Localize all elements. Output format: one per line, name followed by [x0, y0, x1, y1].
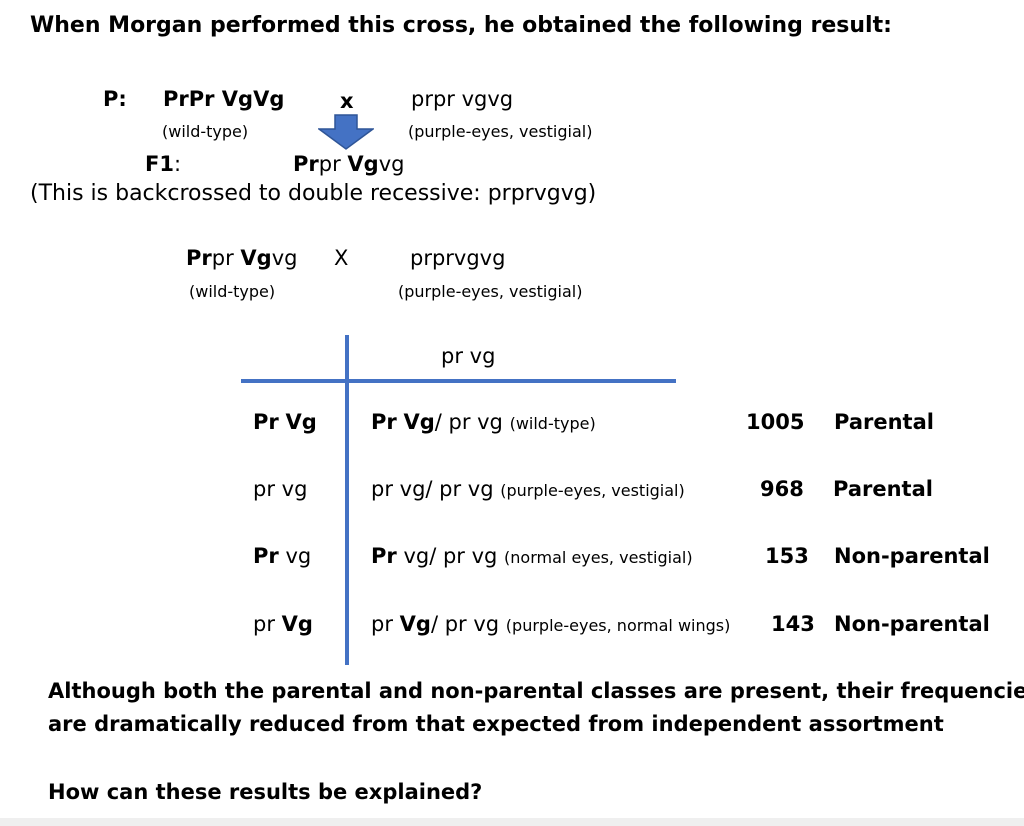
row-gamete: Pr vg	[253, 546, 311, 567]
offspring-phenotype: (normal eyes, vestigial)	[504, 548, 693, 567]
gamete-allele-pr: Pr	[253, 410, 279, 434]
offspring-rest: / pr vg	[425, 477, 494, 501]
class-type: Parental	[833, 477, 933, 501]
class-type: Parental	[834, 410, 934, 434]
row-gamete: Pr Vg	[253, 412, 317, 433]
page-heading: When Morgan performed this cross, he obt…	[30, 13, 892, 38]
offspring-genotype: pr vg/ pr vg (purple-eyes, vestigial)	[371, 479, 685, 500]
f1-label-text: F1	[145, 152, 174, 176]
gamete-allele-pr: Pr	[253, 544, 279, 568]
f1-pr-recessive: pr	[318, 152, 348, 176]
offspring-phenotype: (purple-eyes, vestigial)	[500, 481, 685, 500]
gamete-allele-vg: vg	[285, 544, 312, 568]
offspring-count: 143	[771, 612, 815, 636]
parent1-phenotype: (wild-type)	[162, 122, 249, 141]
offspring-genotype: Pr Vg/ pr vg (wild-type)	[371, 412, 596, 433]
cross-symbol: x	[340, 89, 354, 113]
offspring-rest: / pr vg	[430, 612, 500, 636]
offspring-allele-pr: Pr	[371, 410, 397, 434]
offspring-count: 1005	[746, 410, 805, 434]
tc-pr-recessive: pr	[211, 246, 241, 270]
class-type: Non-parental	[834, 612, 990, 636]
offspring-rest: / pr vg	[434, 410, 503, 434]
f1-label: F1:	[145, 154, 181, 175]
testcross-parent1-phenotype: (wild-type)	[189, 282, 276, 301]
f1-genotype: Prpr Vgvg	[293, 154, 404, 175]
testcross-parent2-phenotype: (purple-eyes, vestigial)	[398, 282, 583, 301]
row-gamete: pr vg	[253, 479, 307, 500]
gamete-allele-vg: vg	[281, 477, 308, 501]
parent2-phenotype: (purple-eyes, vestigial)	[408, 122, 593, 141]
offspring-allele-vg: Vg	[403, 410, 435, 434]
testcross-symbol: X	[334, 246, 349, 270]
question: How can these results be explained?	[48, 780, 483, 804]
parent1-genotype: PrPr VgVg	[163, 87, 285, 111]
f1-colon: :	[173, 152, 182, 176]
testcross-parent2-genotype: prprvgvg	[410, 246, 506, 270]
offspring-phenotype: (wild-type)	[509, 414, 596, 433]
f1-vg-recessive: vg	[378, 152, 405, 176]
gamete-allele-vg: Vg	[281, 612, 313, 636]
gamete-allele-pr: pr	[253, 477, 275, 501]
testcross-parent1-genotype: Prpr Vgvg	[186, 248, 297, 269]
offspring-genotype: Pr vg/ pr vg (normal eyes, vestigial)	[371, 546, 693, 567]
offspring-genotype: pr Vg/ pr vg (purple-eyes, normal wings)	[371, 614, 730, 635]
parent2-genotype: prpr vgvg	[411, 87, 514, 111]
bottom-edge	[0, 818, 1024, 826]
offspring-allele-vg: vg	[403, 544, 430, 568]
offspring-count: 153	[765, 544, 809, 568]
offspring-rest: / pr vg	[429, 544, 498, 568]
f1-vg-dominant: Vg	[347, 152, 379, 176]
offspring-phenotype: (purple-eyes, normal wings)	[505, 616, 731, 635]
f1-pr-dominant: Pr	[293, 152, 319, 176]
tc-vg-dominant: Vg	[240, 246, 272, 270]
offspring-allele-pr: Pr	[371, 544, 397, 568]
punnett-horizontal-line	[241, 379, 676, 383]
offspring-allele-pr: pr	[371, 612, 393, 636]
gamete-allele-pr: pr	[253, 612, 275, 636]
p-label: P:	[103, 87, 127, 111]
class-type: Non-parental	[834, 544, 990, 568]
down-arrow-icon	[318, 114, 374, 150]
tc-vg-recessive: vg	[271, 246, 298, 270]
column-gamete: pr vg	[441, 344, 496, 368]
offspring-count: 968	[760, 477, 804, 501]
conclusion-line-2: are dramatically reduced from that expec…	[48, 712, 944, 736]
backcross-note: (This is backcrossed to double recessive…	[30, 181, 597, 206]
punnett-vertical-line	[345, 335, 349, 665]
offspring-allele-vg: vg	[399, 477, 426, 501]
gamete-allele-vg: Vg	[285, 410, 317, 434]
row-gamete: pr Vg	[253, 614, 313, 635]
offspring-allele-vg: Vg	[399, 612, 431, 636]
conclusion-line-1: Although both the parental and non-paren…	[48, 679, 1024, 703]
tc-pr-dominant: Pr	[186, 246, 212, 270]
offspring-allele-pr: pr	[371, 477, 393, 501]
